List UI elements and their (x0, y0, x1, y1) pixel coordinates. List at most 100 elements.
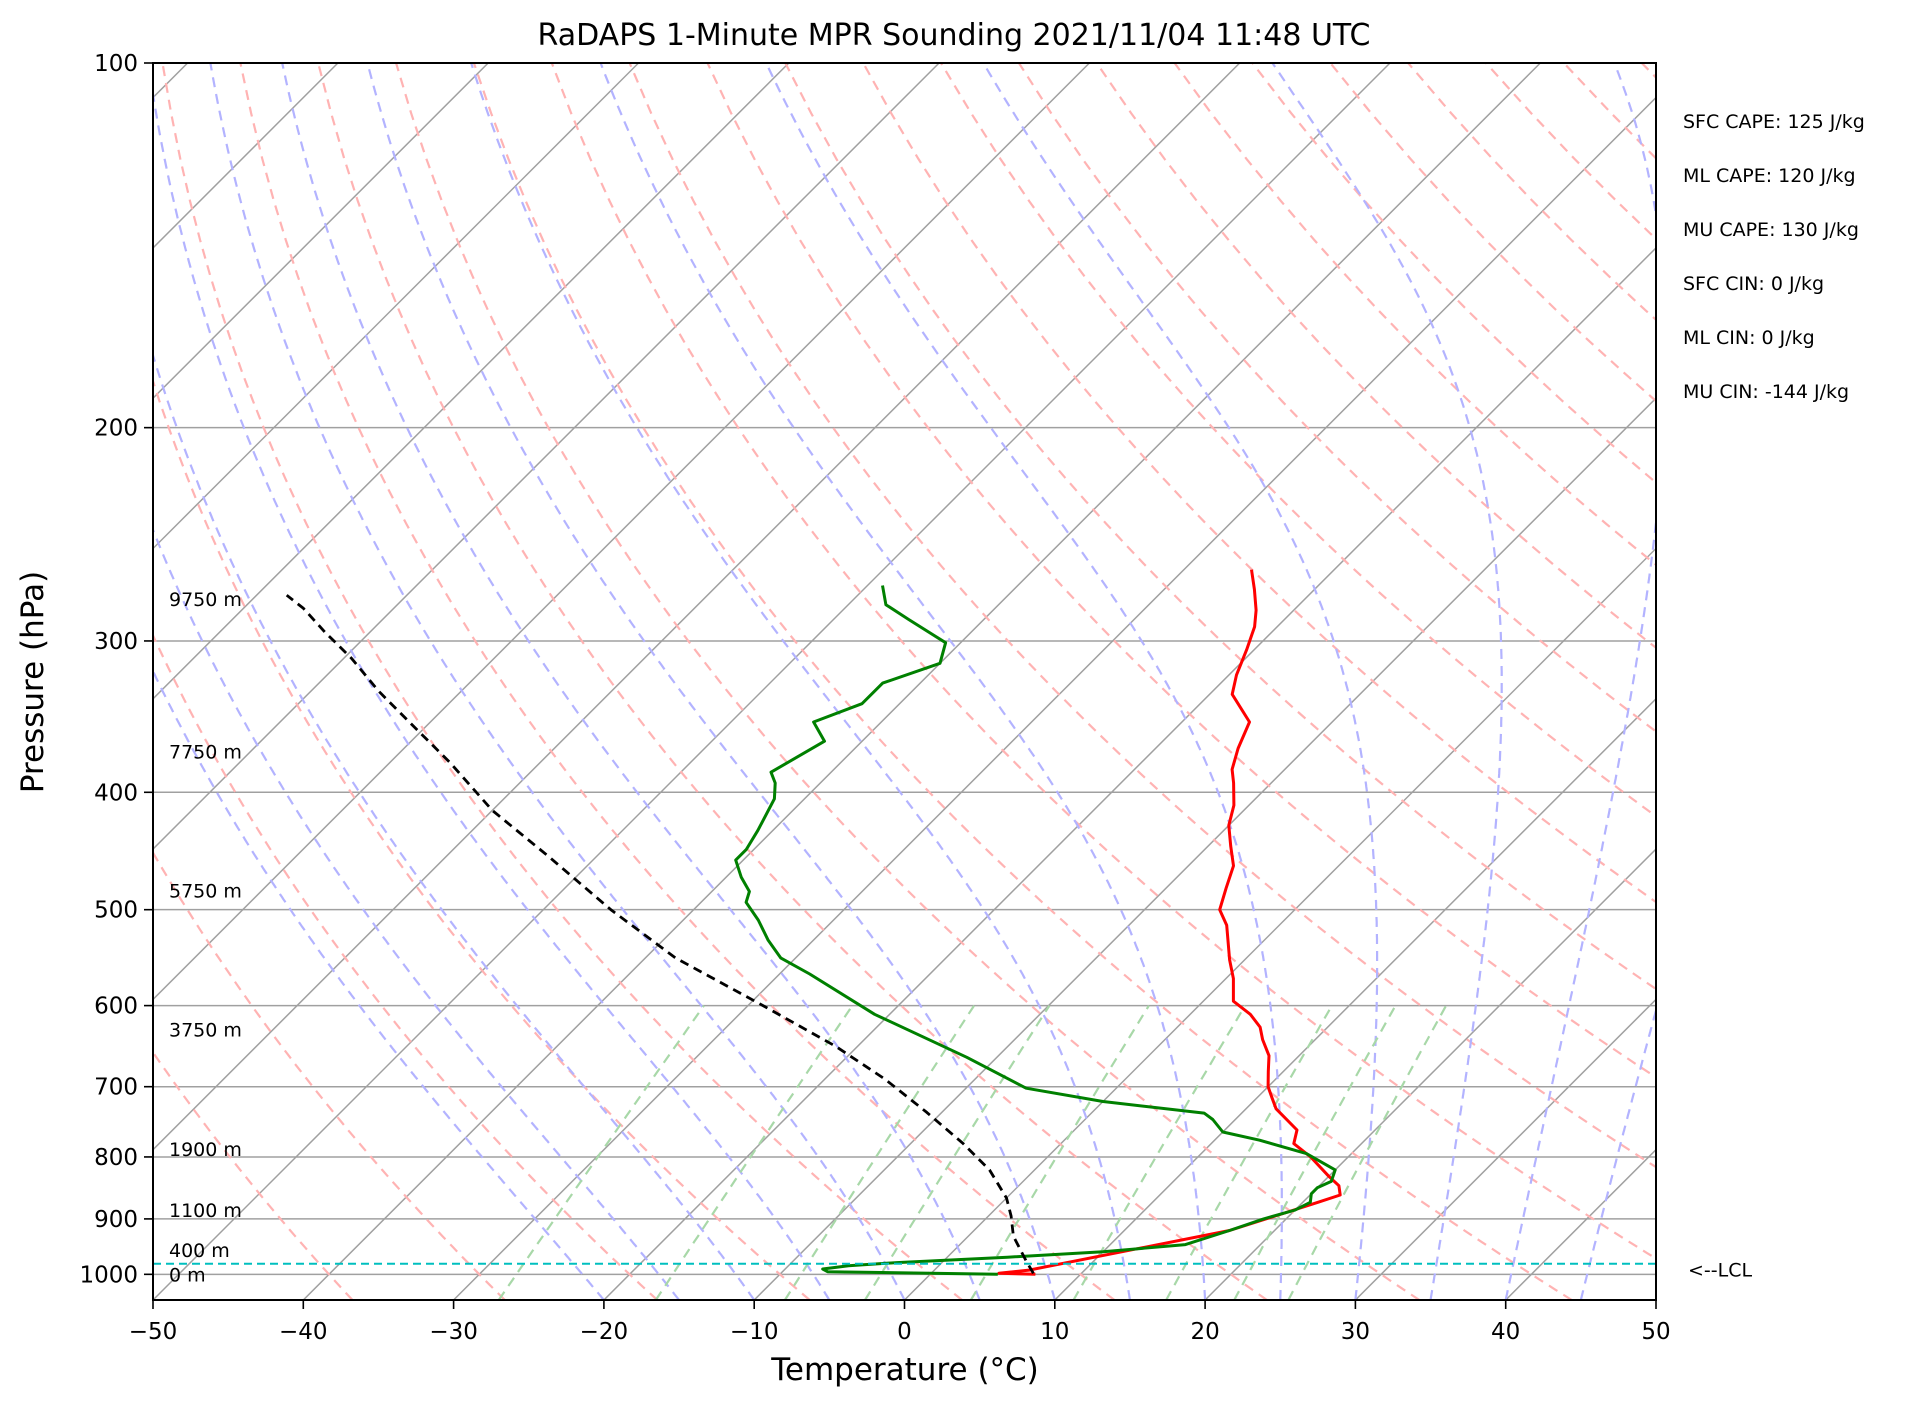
lcl-label: <--LCL (1688, 1260, 1752, 1282)
temperature-line (997, 569, 1342, 1276)
x-tick-label: 20 (1190, 1319, 1219, 1345)
moist-adiabat-line (153, 526, 680, 1300)
isotherm-line (153, 63, 489, 400)
x-tick-label: 0 (897, 1319, 912, 1345)
isotherm-line (603, 246, 1656, 1300)
mixing-ratio-line (1165, 1005, 1333, 1300)
dewpoint-line (734, 585, 1337, 1276)
height-label: 9750 m (169, 589, 242, 611)
cape-cin-annotation: ML CIN: 0 J/kg (1683, 327, 1815, 349)
isotherm-line (153, 63, 1090, 1001)
dry-adiabat-line (317, 63, 1268, 1300)
isotherm-line (453, 96, 1656, 1300)
dry-adiabat-line (1017, 63, 1656, 733)
isotherm-line (1505, 1148, 1656, 1300)
x-tick-label: −10 (730, 1319, 779, 1345)
dry-adiabat-line (1095, 63, 1656, 650)
cape-cin-annotation: MU CIN: -144 J/kg (1683, 381, 1849, 403)
isotherm-line (153, 63, 1391, 1300)
height-label: 3750 m (169, 1020, 242, 1042)
isotherm-line (1054, 697, 1656, 1300)
y-tick-label: 700 (94, 1075, 138, 1101)
isotherm-line (153, 63, 790, 700)
cape-cin-annotation: ML CAPE: 120 J/kg (1683, 165, 1856, 187)
dry-adiabat-line (784, 63, 1656, 991)
moist-adiabat-line (470, 63, 1131, 1300)
moist-adiabat-line (599, 63, 1207, 1300)
moist-adiabat-line (1271, 63, 1503, 1300)
height-label: 5750 m (169, 880, 242, 902)
x-tick-label: −50 (129, 1319, 178, 1345)
dry-adiabat-line (1173, 63, 1656, 567)
height-label: 1100 m (169, 1200, 242, 1222)
dry-adiabat-line (1720, 63, 1911, 1300)
dry-adiabat-line (153, 850, 506, 1300)
y-tick-label: 800 (94, 1145, 138, 1171)
isotherm-line (153, 63, 1241, 1151)
dry-adiabat-line (472, 63, 1573, 1300)
dry-adiabat-line (628, 63, 1656, 1169)
x-tick-label: −30 (429, 1319, 478, 1345)
y-tick-label: 200 (94, 416, 138, 442)
height-label: 1900 m (169, 1139, 242, 1161)
cape-cin-annotation: SFC CIN: 0 J/kg (1683, 273, 1824, 295)
moist-adiabat-line (153, 668, 605, 1300)
x-tick-label: 50 (1641, 1319, 1670, 1345)
y-tick-label: 900 (94, 1207, 138, 1233)
isotherm-line (1655, 1298, 1656, 1300)
dry-adiabat-line (1640, 63, 1656, 80)
mixing-ratio-line (864, 1005, 1051, 1300)
dry-adiabat-line (550, 63, 1656, 1260)
parcel-line (285, 594, 1035, 1275)
moist-adiabat-line (209, 63, 906, 1300)
dry-adiabat-line (1485, 63, 1656, 241)
y-tick-label: 1000 (79, 1262, 138, 1288)
y-tick-label: 100 (94, 51, 138, 77)
height-label: 400 m (169, 1240, 230, 1262)
height-label: 7750 m (169, 741, 242, 763)
y-tick-label: 500 (94, 898, 138, 924)
y-tick-label: 300 (94, 629, 138, 655)
moist-adiabat-line (153, 87, 831, 1300)
chart-title: RaDAPS 1-Minute MPR Sounding 2021/11/04 … (538, 18, 1371, 53)
isotherm-line (903, 547, 1656, 1300)
y-tick-label: 600 (94, 994, 138, 1020)
x-tick-label: −20 (580, 1319, 629, 1345)
moist-adiabat-line (1504, 63, 1656, 1300)
dry-adiabat-line (153, 377, 811, 1300)
dry-adiabat-line (706, 63, 1656, 1079)
dry-adiabat-line (239, 63, 1116, 1300)
dry-adiabat-line (1563, 63, 1656, 160)
height-label: 0 m (169, 1264, 206, 1286)
dry-adiabat-line (1329, 63, 1656, 403)
y-axis-label: Pressure (hPa) (15, 571, 51, 793)
mixing-ratio-line (497, 1004, 705, 1300)
moist-adiabat-line (366, 63, 1056, 1300)
isotherm-line (153, 63, 940, 851)
cape-cin-annotation: SFC CAPE: 125 J/kg (1683, 111, 1865, 133)
isotherm-line (1806, 63, 1911, 1300)
mixing-ratio-line (1287, 1005, 1448, 1300)
dry-adiabat-line (940, 63, 1656, 818)
x-tick-label: 40 (1491, 1319, 1520, 1345)
moist-adiabat-line (1654, 1295, 1656, 1300)
cape-cin-annotation: MU CAPE: 130 J/kg (1683, 219, 1859, 241)
moist-adiabat-line (153, 351, 756, 1300)
x-tick-label: 30 (1341, 1319, 1370, 1345)
mixing-ratio-line (783, 1004, 976, 1300)
isotherm-line (1354, 998, 1656, 1300)
isotherm-line (302, 63, 1541, 1300)
moist-adiabat-line (1579, 1006, 1656, 1300)
isotherm-line (153, 63, 640, 550)
x-tick-label: −40 (279, 1319, 328, 1345)
x-axis-label: Temperature (°C) (770, 1352, 1039, 1388)
isotherm-line (1204, 848, 1656, 1300)
x-tick-label: 10 (1040, 1319, 1069, 1345)
mixing-ratio-line (1233, 1005, 1397, 1300)
moist-adiabat-line (281, 63, 981, 1300)
moist-adiabat-line (982, 63, 1379, 1300)
dry-adiabat-line (153, 632, 659, 1300)
y-tick-label: 400 (94, 780, 138, 806)
dry-adiabat-line (161, 63, 963, 1300)
